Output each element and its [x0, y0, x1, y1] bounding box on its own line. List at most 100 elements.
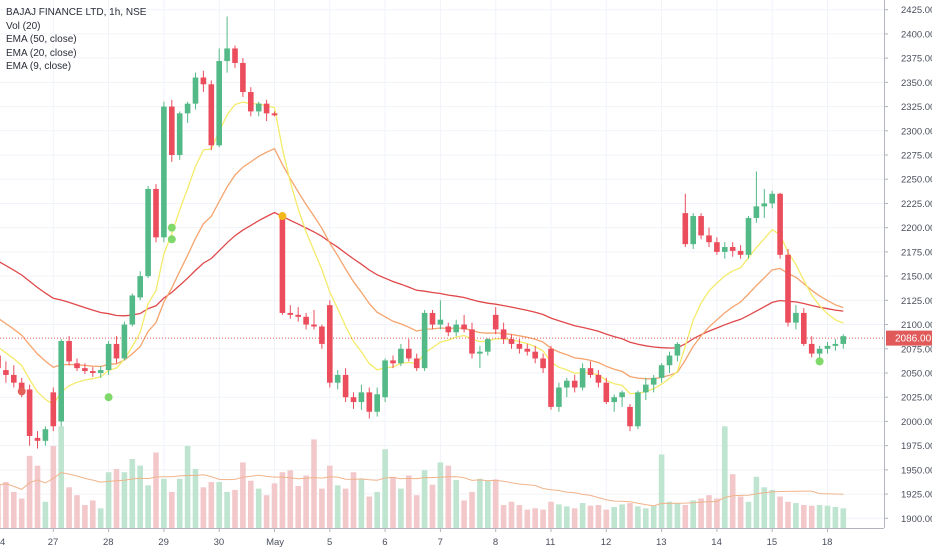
- candle[interactable]: [90, 367, 96, 377]
- candle[interactable]: [548, 345, 554, 410]
- candle[interactable]: [698, 213, 704, 240]
- candle[interactable]: [398, 343, 404, 367]
- legend-title[interactable]: BAJAJ FINANCE LTD, 1h, NSE: [6, 7, 147, 18]
- candle[interactable]: [737, 245, 744, 259]
- candle[interactable]: [801, 308, 807, 346]
- candle[interactable]: [808, 336, 815, 358]
- candle[interactable]: [327, 300, 333, 388]
- candle[interactable]: [643, 377, 649, 401]
- candle[interactable]: [714, 237, 720, 255]
- candle[interactable]: [413, 353, 420, 372]
- candle[interactable]: [579, 363, 586, 391]
- candle[interactable]: [295, 307, 301, 322]
- candle[interactable]: [11, 365, 17, 388]
- candle[interactable]: [492, 307, 499, 335]
- candle[interactable]: [469, 322, 475, 359]
- candle[interactable]: [564, 377, 570, 398]
- candle[interactable]: [753, 171, 760, 223]
- candle[interactable]: [382, 358, 388, 403]
- candle[interactable]: [232, 45, 238, 68]
- candle[interactable]: [745, 216, 752, 259]
- candle[interactable]: [635, 390, 641, 430]
- candle[interactable]: [500, 322, 507, 344]
- candle[interactable]: [658, 363, 665, 383]
- last-price-tag[interactable]: [886, 330, 932, 346]
- candle[interactable]: [706, 227, 712, 248]
- candle[interactable]: [824, 341, 831, 354]
- candle[interactable]: [105, 341, 112, 375]
- candle[interactable]: [208, 80, 215, 151]
- candle[interactable]: [690, 213, 696, 249]
- candle[interactable]: [271, 111, 278, 117]
- candle[interactable]: [540, 353, 546, 373]
- candle[interactable]: [793, 305, 799, 330]
- candle[interactable]: [729, 242, 736, 257]
- candle[interactable]: [263, 99, 270, 122]
- candle[interactable]: [184, 101, 191, 124]
- legend-item-ema50[interactable]: EMA (50, close): [6, 34, 77, 46]
- candle[interactable]: [311, 310, 317, 330]
- candle[interactable]: [82, 363, 88, 374]
- candle[interactable]: [74, 358, 80, 372]
- candle[interactable]: [587, 361, 594, 378]
- candle[interactable]: [674, 341, 681, 362]
- candle[interactable]: [287, 305, 294, 319]
- candle[interactable]: [137, 271, 143, 301]
- candle[interactable]: [334, 370, 341, 390]
- candle[interactable]: [176, 111, 183, 160]
- candle[interactable]: [445, 322, 452, 337]
- candle[interactable]: [777, 192, 783, 259]
- candle[interactable]: [366, 387, 373, 419]
- candle-layer[interactable]: [0, 16, 847, 449]
- candle[interactable]: [595, 370, 602, 388]
- legend-item-volume[interactable]: Vol (20): [6, 20, 41, 32]
- legend-item-ema9[interactable]: EMA (9, close): [6, 61, 72, 73]
- candle[interactable]: [429, 310, 436, 330]
- candle[interactable]: [279, 213, 286, 315]
- candle[interactable]: [303, 312, 309, 330]
- candle[interactable]: [477, 345, 483, 369]
- candle[interactable]: [761, 188, 768, 218]
- candle[interactable]: [50, 387, 57, 432]
- candle[interactable]: [58, 339, 64, 427]
- candle[interactable]: [785, 248, 791, 327]
- candle[interactable]: [169, 99, 175, 162]
- candle[interactable]: [248, 87, 254, 117]
- candle[interactable]: [603, 377, 610, 404]
- candle[interactable]: [390, 355, 396, 369]
- candle[interactable]: [121, 321, 128, 361]
- candle[interactable]: [26, 384, 33, 446]
- candle[interactable]: [129, 293, 136, 327]
- candle[interactable]: [97, 366, 104, 378]
- candle[interactable]: [3, 361, 9, 383]
- candle[interactable]: [319, 324, 325, 349]
- candle[interactable]: [358, 384, 365, 410]
- candle[interactable]: [240, 58, 246, 97]
- candle[interactable]: [682, 193, 689, 248]
- candle[interactable]: [224, 16, 230, 73]
- candle[interactable]: [619, 390, 625, 407]
- candle[interactable]: [532, 345, 538, 364]
- candle[interactable]: [153, 184, 159, 243]
- candle[interactable]: [42, 426, 49, 446]
- candle[interactable]: [66, 336, 72, 366]
- legend-item-ema20[interactable]: EMA (20, close): [6, 47, 77, 59]
- candle[interactable]: [145, 186, 151, 279]
- candle[interactable]: [666, 351, 673, 373]
- candle[interactable]: [192, 72, 199, 110]
- candle[interactable]: [216, 48, 222, 148]
- candle[interactable]: [113, 336, 120, 364]
- candle[interactable]: [200, 70, 207, 93]
- candle[interactable]: [508, 334, 515, 349]
- candle[interactable]: [485, 338, 491, 356]
- candle[interactable]: [453, 319, 459, 337]
- candle[interactable]: [722, 242, 728, 259]
- candle[interactable]: [34, 431, 41, 449]
- candle[interactable]: [516, 339, 523, 354]
- candle[interactable]: [0, 342, 1, 369]
- candle[interactable]: [832, 339, 839, 351]
- candle[interactable]: [769, 190, 775, 209]
- candle[interactable]: [406, 339, 412, 362]
- candle[interactable]: [421, 310, 428, 372]
